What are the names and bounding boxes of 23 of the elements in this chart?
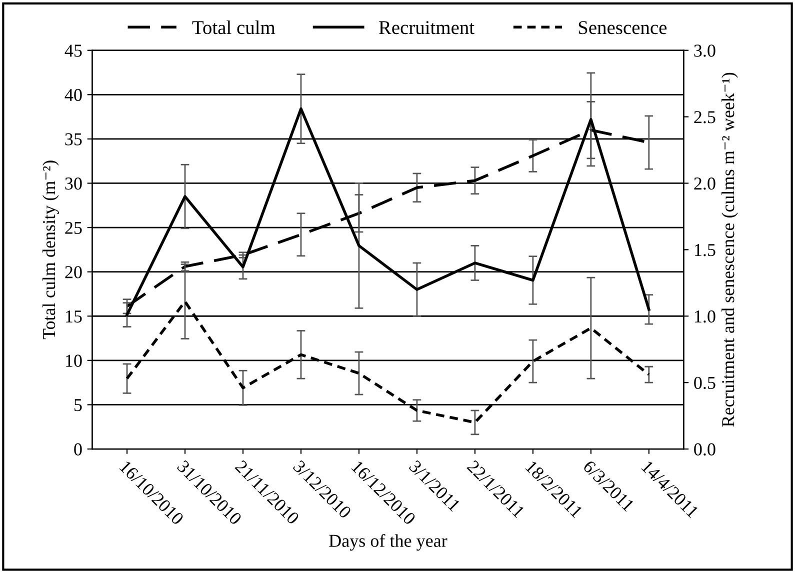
- y-tick-label: 5: [74, 399, 82, 412]
- y-tick-label: 40: [64, 88, 82, 102]
- y-tick-label: 25: [65, 222, 82, 234]
- y2-tick-label: 2.0: [694, 177, 716, 190]
- legend-label: Recruitment: [378, 21, 474, 34]
- y2-tick-label: 2.5: [694, 111, 716, 124]
- y-tick-label: 0: [74, 443, 82, 456]
- y-tick-label: 30: [65, 177, 82, 190]
- legend-label: Total culm: [192, 20, 276, 34]
- y-tick-label: 10: [66, 354, 82, 367]
- y2-tick-label: 0.0: [694, 443, 716, 456]
- y-tick-label: 20: [65, 266, 82, 278]
- legend-label: Senescence: [578, 21, 667, 34]
- y-tick-label: 15: [66, 310, 82, 323]
- y2-tick-label: 1.0: [695, 310, 716, 323]
- x-axis-title: Days of the year: [329, 534, 448, 551]
- y2-axis-title: Recruitment and senescence (culms m⁻² week⁻¹): [722, 72, 738, 427]
- y2-tick-label: 3.0: [694, 44, 716, 57]
- y2-tick-label: 0.5: [694, 376, 716, 390]
- y-axis-title: Total culm density (m⁻²): [42, 160, 59, 340]
- y2-tick-label: 1.5: [695, 244, 716, 256]
- y-tick-label: 35: [65, 133, 82, 146]
- y-tick-label: 45: [64, 44, 82, 57]
